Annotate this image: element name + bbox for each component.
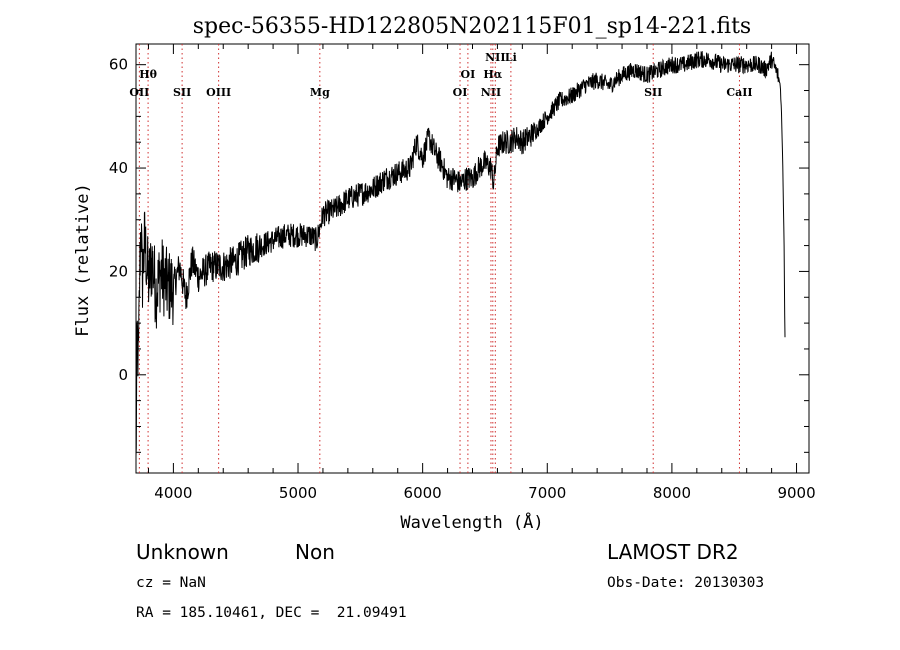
y-tick-label: 60 (109, 56, 128, 74)
line-marker-label: OI (461, 68, 476, 81)
line-marker-label: Hα (483, 68, 502, 81)
line-marker-label: CaII (726, 86, 752, 99)
x-axis-label: Wavelength (Å) (400, 511, 543, 533)
y-axis-label: Flux (relative) (73, 183, 93, 337)
line-marker-label: SII (173, 86, 191, 99)
y-tick-label: 0 (118, 366, 128, 384)
x-tick-label: 5000 (279, 484, 317, 502)
line-marker-label: OI (453, 86, 468, 99)
line-marker-label: OII (129, 86, 149, 99)
line-marker-label: Hθ (139, 68, 157, 81)
line-marker-label: NII (481, 86, 501, 99)
object-subclass: Non (295, 540, 335, 564)
y-tick-label: 20 (109, 262, 128, 280)
x-tick-label: 9000 (777, 484, 815, 502)
redshift-value: cz = NaN (136, 575, 206, 591)
chart-title: spec-56355-HD122805N202115F01_sp14-221.f… (193, 14, 751, 39)
survey-name: LAMOST DR2 (607, 540, 739, 564)
spectrum-line (135, 50, 786, 456)
line-marker-label: Li (505, 51, 517, 64)
x-tick-label: 4000 (154, 484, 192, 502)
line-marker-label: OIII (206, 86, 231, 99)
x-tick-label: 7000 (528, 484, 566, 502)
x-tick-label: 8000 (653, 484, 691, 502)
x-tick-label: 6000 (404, 484, 442, 502)
object-class: Unknown (136, 540, 229, 564)
line-marker-label: Mg (310, 86, 330, 99)
observation-date: Obs-Date: 20130303 (607, 575, 765, 591)
line-marker-label: NII (485, 51, 505, 64)
line-marker-label: SII (644, 86, 662, 99)
y-tick-label: 40 (109, 159, 128, 177)
coordinates: RA = 185.10461, DEC = 21.09491 (136, 605, 407, 621)
